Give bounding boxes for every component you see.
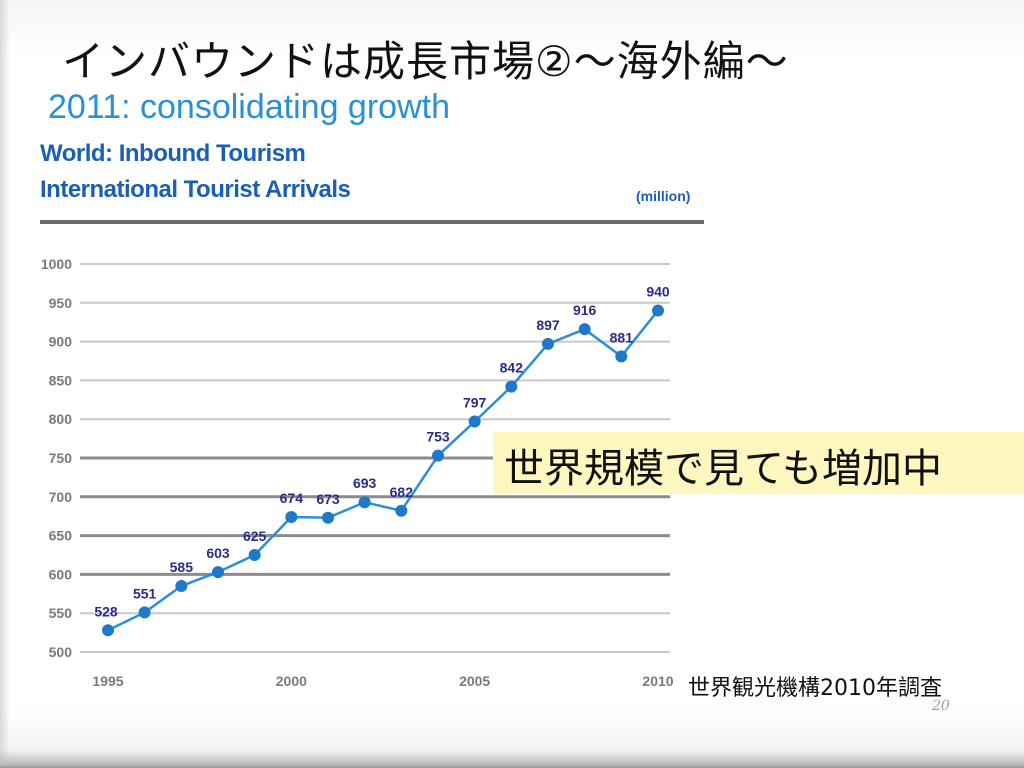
y-tick-label: 900 — [49, 334, 73, 350]
data-point — [175, 580, 188, 593]
y-tick-label: 550 — [49, 605, 73, 621]
data-point — [652, 304, 664, 317]
data-label: 603 — [206, 545, 230, 561]
slide-bottom-shadow — [0, 750, 1024, 768]
data-point — [138, 606, 151, 619]
y-tick-label: 850 — [49, 372, 73, 388]
data-label: 881 — [610, 329, 634, 345]
x-tick-label: 2010 — [642, 673, 673, 689]
data-point — [542, 337, 554, 350]
x-tick-label: 1995 — [92, 673, 123, 689]
slide-title: インバウンドは成長市場②～海外編～ — [62, 37, 789, 86]
y-tick-label: 600 — [49, 566, 73, 582]
data-label: 753 — [426, 429, 450, 445]
callout-text: 世界規模で見ても増加中 — [504, 446, 942, 492]
y-tick-label: 750 — [49, 450, 73, 466]
y-tick-label: 950 — [49, 295, 73, 311]
data-point — [212, 566, 224, 579]
data-label: 897 — [536, 317, 560, 333]
chart-subtitle-line-1: World: Inbound Tourism — [40, 140, 306, 167]
chart-subtitle-line-2: International Tourist Arrivals — [40, 176, 351, 203]
y-tick-label: 1000 — [41, 256, 72, 272]
y-tick-label: 500 — [49, 644, 73, 660]
data-label: 916 — [573, 302, 597, 318]
data-label: 682 — [390, 484, 414, 500]
slide-left-shadow — [0, 0, 10, 768]
series-line — [107, 309, 659, 632]
page-number: 20 — [932, 698, 950, 714]
data-point — [432, 449, 444, 462]
source-note: 世界観光機構2010年調査 — [688, 670, 942, 702]
data-label: 842 — [500, 360, 524, 376]
data-point — [578, 323, 591, 336]
data-point — [358, 496, 371, 509]
callout-box — [493, 432, 1024, 494]
chart-unit-label: (million) — [636, 188, 691, 204]
x-tick-label: 2005 — [459, 673, 490, 689]
data-label: 674 — [280, 490, 304, 506]
y-tick-label: 650 — [49, 528, 73, 544]
data-label: 693 — [353, 475, 377, 491]
data-point — [285, 510, 298, 523]
line-chart: 1000 950 900 850 800 750 700 650 600 550 500 1995 20… — [41, 256, 674, 689]
x-tick-label: 2000 — [276, 673, 307, 689]
data-point — [395, 504, 408, 517]
chart-headline: 2011: consolidating growth — [48, 88, 450, 126]
chart-header-rule — [40, 220, 704, 224]
data-point — [248, 549, 261, 561]
data-point — [322, 511, 334, 524]
data-point — [615, 350, 628, 363]
data-label: 797 — [463, 395, 487, 411]
data-label: 528 — [94, 603, 118, 619]
data-point — [102, 624, 114, 637]
data-point — [505, 380, 518, 393]
data-point — [468, 415, 481, 428]
data-label: 585 — [170, 559, 194, 575]
data-label: 625 — [243, 528, 267, 544]
y-tick-label: 800 — [49, 411, 73, 427]
data-label: 551 — [133, 585, 157, 601]
data-label: 673 — [316, 491, 340, 507]
y-tick-label: 700 — [49, 489, 73, 505]
data-label: 940 — [646, 284, 670, 300]
